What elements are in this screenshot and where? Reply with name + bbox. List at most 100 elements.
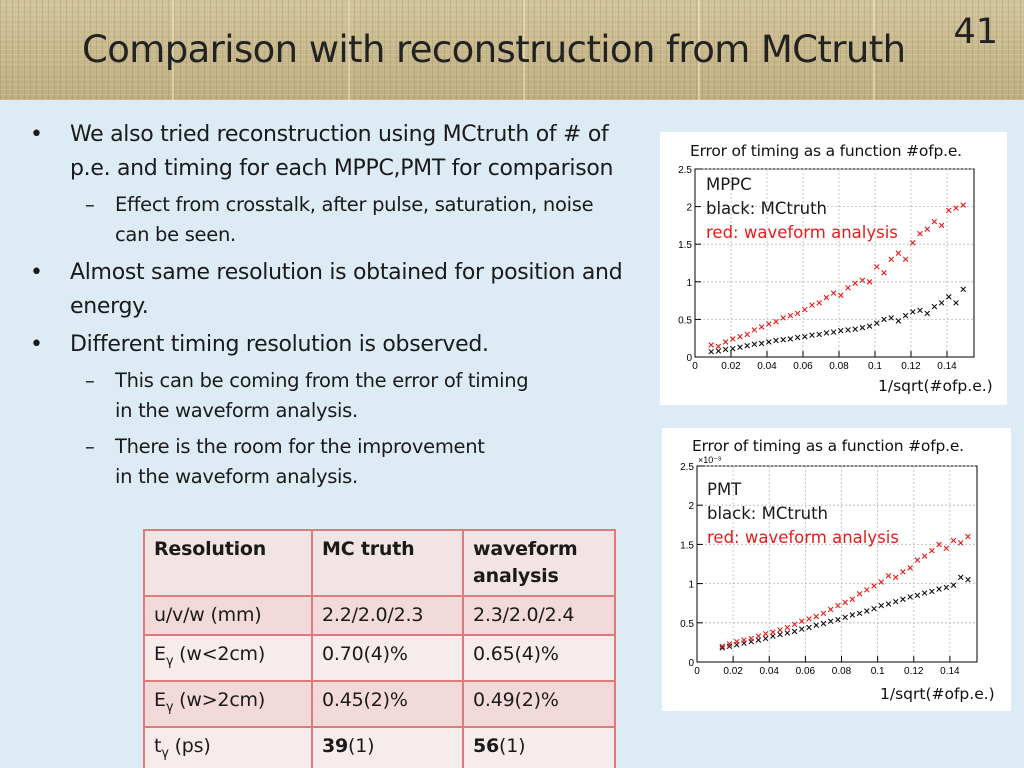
- bullet-item: • Different timing resolution is observe…: [30, 328, 670, 362]
- table-header-cell: waveform analysis: [462, 529, 616, 597]
- data-point: [852, 280, 858, 287]
- data-point: [748, 635, 754, 642]
- bullet-line: We also tried reconstruction using MCtru…: [70, 122, 609, 147]
- data-point: [864, 608, 870, 614]
- banner-seam: [172, 0, 174, 100]
- data-point: [917, 230, 923, 237]
- bullet-list: • We also tried reconstruction using MCt…: [30, 118, 670, 498]
- data-point: [744, 331, 750, 338]
- legend-title: MPPC: [706, 175, 752, 194]
- table-cell: Eγ (w>2cm): [143, 679, 313, 728]
- data-point: [902, 312, 909, 319]
- data-point: [827, 606, 834, 613]
- data-point: [960, 286, 966, 293]
- data-point: [762, 630, 769, 637]
- data-point: [910, 239, 916, 246]
- data-point: [900, 569, 906, 575]
- y-tick-label: 0: [688, 658, 694, 669]
- data-point: [936, 586, 942, 592]
- bullet-item: • We also tried reconstruction using MCt…: [30, 118, 670, 186]
- data-point: [907, 565, 913, 571]
- bullet-dot: •: [30, 332, 43, 357]
- data-point: [931, 303, 938, 310]
- x-tick-label: 0.12: [904, 666, 924, 677]
- data-point: [914, 557, 921, 563]
- data-point: [921, 553, 928, 559]
- resolution-table: Resolution MC truth waveform analysis u/…: [143, 529, 616, 768]
- data-point: [917, 307, 923, 314]
- data-point: [888, 315, 894, 321]
- label-rest: (w>2cm): [173, 688, 266, 711]
- y-tick-label: 2.5: [680, 462, 694, 473]
- x-axis-label: 1/sqrt(#ofp.e.): [880, 685, 995, 703]
- data-point: [708, 342, 714, 348]
- x-tick-label: 0: [692, 361, 698, 372]
- data-point: [830, 329, 837, 335]
- data-point: [943, 545, 950, 552]
- x-tick-label: 0.12: [901, 361, 921, 372]
- data-point: [856, 610, 863, 617]
- plot-title: Error of timing as a function #ofp.e.: [692, 437, 964, 455]
- data-point: [823, 294, 830, 301]
- data-point: [780, 315, 786, 321]
- data-point: [730, 345, 736, 352]
- data-point: [813, 613, 820, 620]
- data-point: [950, 582, 957, 588]
- y-tick-label: 0.5: [678, 315, 692, 326]
- data-point: [871, 605, 877, 612]
- data-point: [758, 340, 765, 347]
- banner-seam: [698, 0, 700, 100]
- data-point: [726, 643, 733, 650]
- data-point: [816, 300, 822, 306]
- page-number: 41: [953, 12, 998, 52]
- data-point: [842, 599, 848, 606]
- table-cell: 0.65(4)%: [462, 634, 616, 682]
- sub-bullet-dash: –: [85, 435, 95, 458]
- table-cell: 56(1): [462, 725, 616, 768]
- legend-entry-waveform: red: waveform analysis: [707, 528, 899, 547]
- data-point: [777, 627, 783, 633]
- data-point: [820, 620, 827, 627]
- y-tick-label: 1.5: [678, 240, 692, 251]
- data-point: [758, 324, 765, 330]
- bullet-line: energy.: [70, 294, 149, 319]
- data-point: [953, 300, 959, 306]
- data-point: [798, 618, 805, 625]
- table-cell: Eγ (w<2cm): [143, 634, 313, 682]
- data-point: [878, 602, 885, 609]
- data-point: [902, 256, 909, 263]
- table-cell: 2.3/2.0/2.4: [462, 595, 616, 636]
- data-point: [766, 321, 772, 327]
- bullet-dot: •: [30, 122, 43, 147]
- data-point: [866, 279, 873, 285]
- legend-entry-mctruth: black: MCtruth: [706, 199, 827, 218]
- data-point: [946, 207, 952, 214]
- y-tick-label: 2.5: [678, 165, 692, 176]
- x-tick-label: 0: [694, 666, 700, 677]
- data-point: [787, 336, 794, 342]
- x-tick-label: 0.02: [721, 361, 741, 372]
- table-cell: 0.49(2)%: [462, 679, 616, 728]
- x-tick-label: 0.04: [760, 666, 780, 677]
- x-tick-label: 0.06: [793, 361, 813, 372]
- data-point: [719, 645, 726, 651]
- data-point: [823, 330, 830, 336]
- data-point: [791, 621, 798, 628]
- pmt-timing-plot: 0 0.02 0.04 0.06 0.08 0.1 0.12 0.14 0 0.5 1 1.5 2 2.5…: [680, 455, 978, 677]
- sub-bullet-dash: –: [85, 193, 95, 216]
- subscript: γ: [161, 745, 169, 761]
- data-point: [859, 324, 866, 331]
- bullet-line: in the waveform analysis.: [115, 465, 358, 488]
- y-tick-label: 2: [686, 203, 692, 214]
- y-tick-label: 1: [688, 580, 694, 591]
- bullet-line: p.e. and timing for each MPPC,PMT for co…: [70, 156, 614, 181]
- x-tick-label: 0.14: [937, 361, 957, 372]
- data-point: [784, 624, 791, 631]
- data-point: [798, 626, 805, 632]
- banner-seam: [873, 0, 875, 100]
- data-point: [737, 344, 743, 351]
- data-point: [874, 263, 880, 270]
- table-row: Eγ (w>2cm) 0.45(2)% 0.49(2)%: [143, 679, 616, 728]
- data-point: [845, 327, 851, 333]
- slide-title: Comparison with reconstruction from MCtr…: [82, 28, 906, 71]
